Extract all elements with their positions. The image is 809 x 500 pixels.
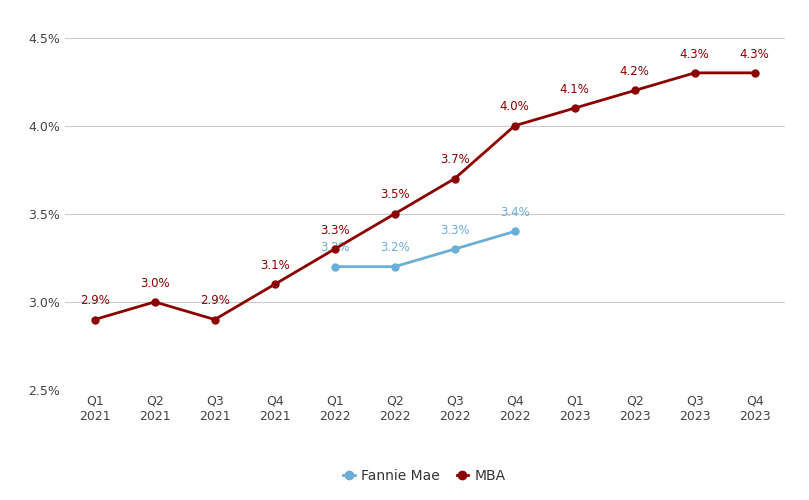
Text: 4.2%: 4.2%	[620, 65, 650, 78]
Text: 3.3%: 3.3%	[320, 224, 349, 236]
Text: 3.2%: 3.2%	[380, 242, 409, 254]
Text: 4.1%: 4.1%	[560, 83, 590, 96]
Text: 3.0%: 3.0%	[140, 276, 170, 289]
Text: 3.2%: 3.2%	[320, 242, 349, 254]
Text: 3.3%: 3.3%	[440, 224, 469, 236]
Text: 3.4%: 3.4%	[500, 206, 530, 219]
Text: 2.9%: 2.9%	[200, 294, 230, 307]
Text: 3.1%: 3.1%	[260, 259, 290, 272]
Text: 4.0%: 4.0%	[500, 100, 530, 114]
Text: 4.3%: 4.3%	[680, 48, 709, 60]
Text: 3.7%: 3.7%	[440, 153, 469, 166]
Text: 2.9%: 2.9%	[80, 294, 110, 307]
Text: 3.5%: 3.5%	[380, 188, 409, 202]
Text: 4.3%: 4.3%	[740, 48, 769, 60]
Legend: Fannie Mae, MBA: Fannie Mae, MBA	[338, 464, 511, 488]
